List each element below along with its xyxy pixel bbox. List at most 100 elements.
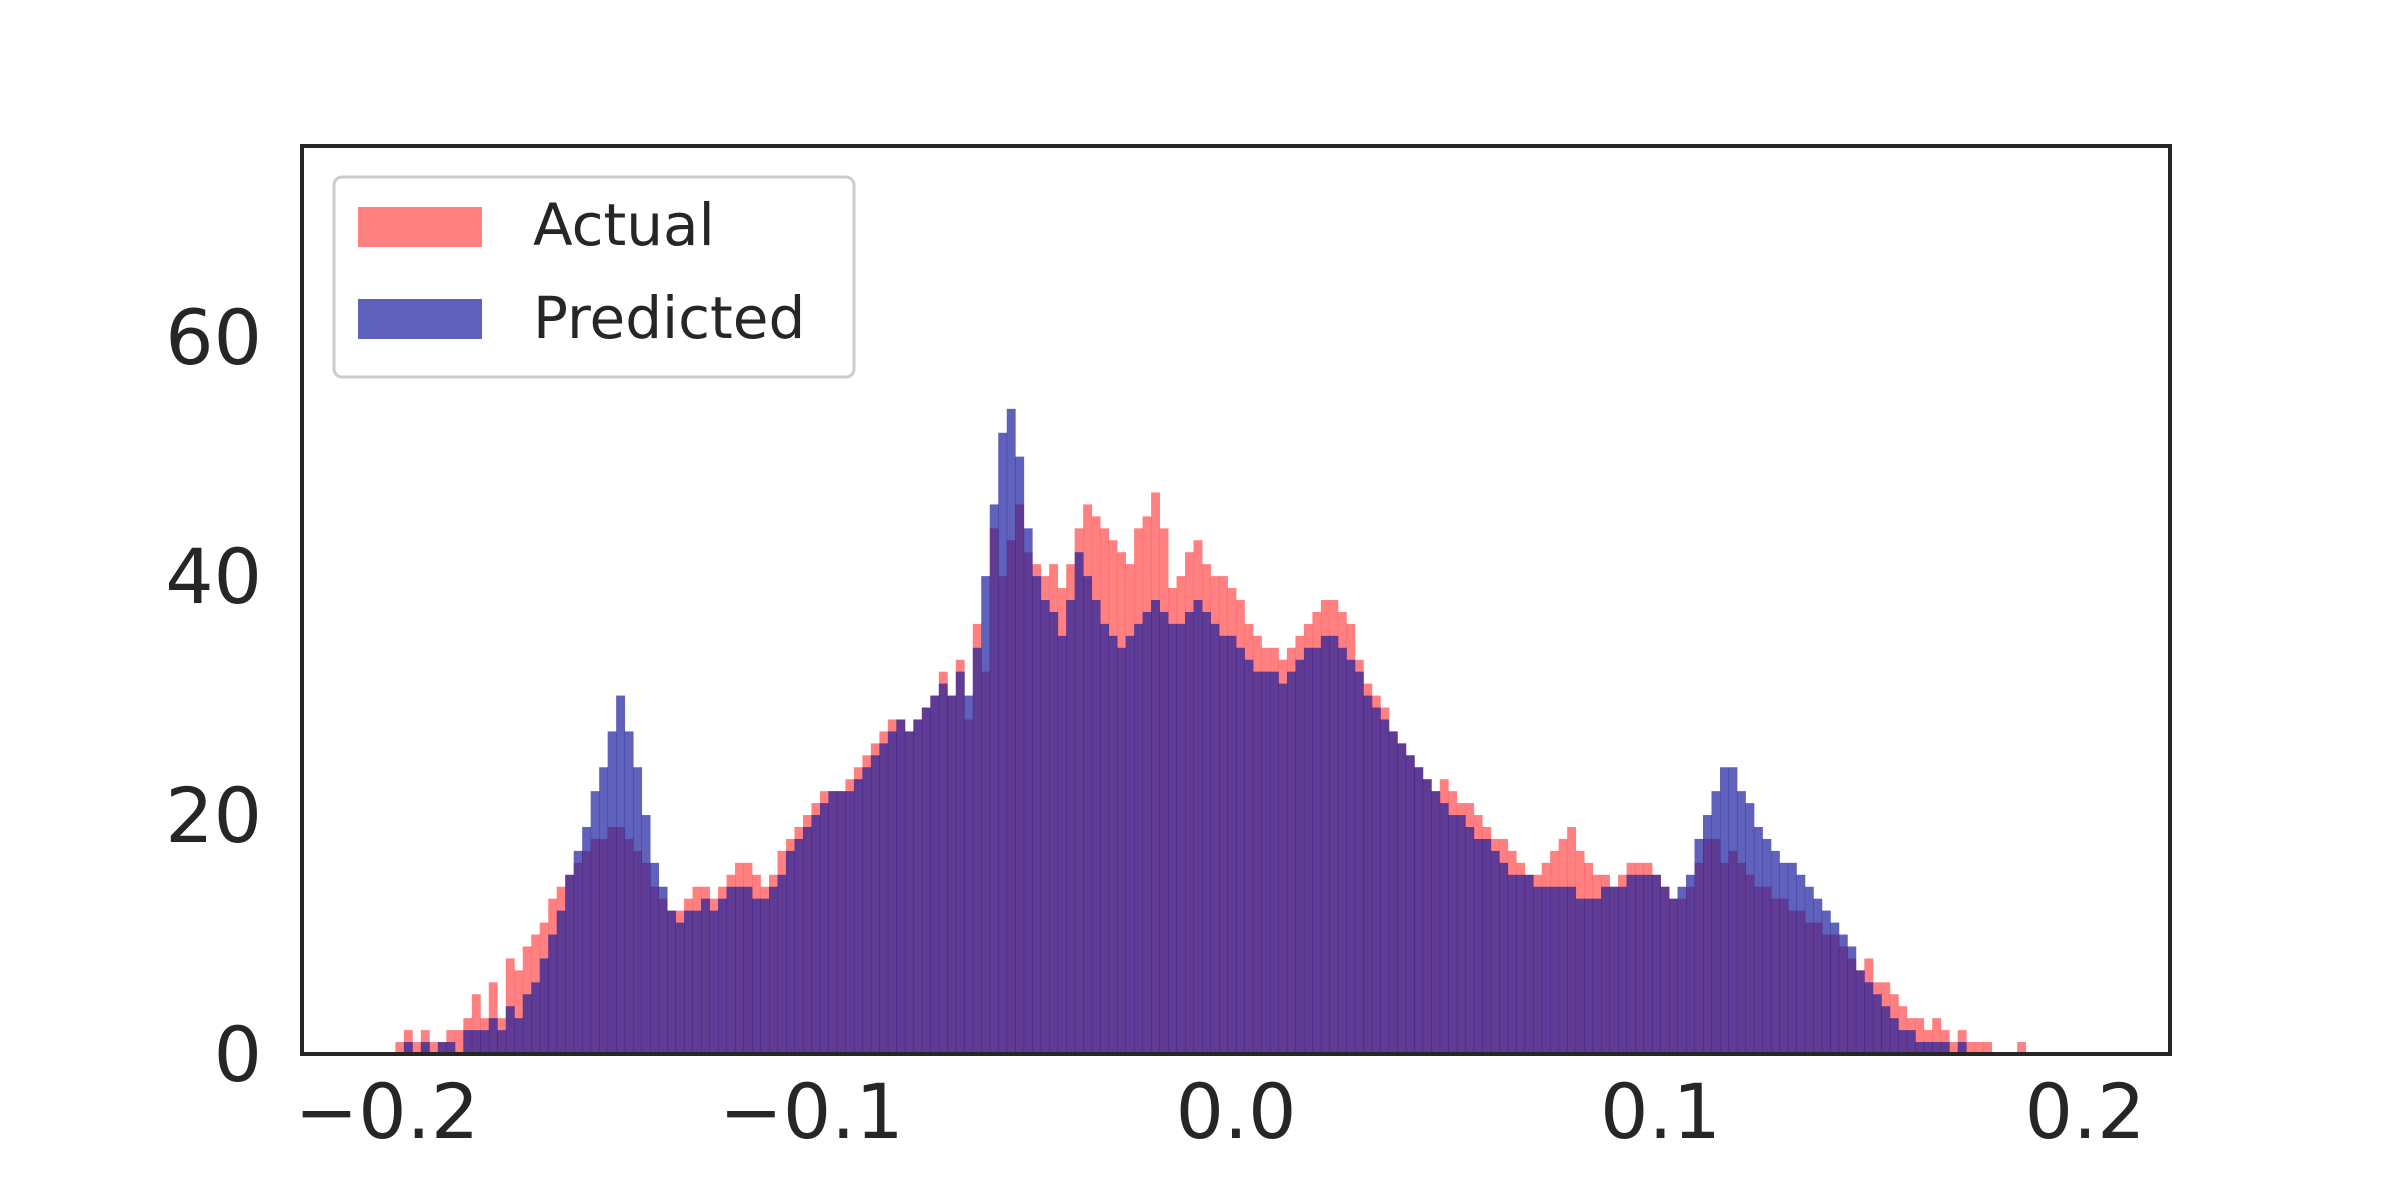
histogram-bar [1346,659,1356,1054]
histogram-bar [1949,1042,1959,1054]
histogram-bar [760,898,770,1054]
histogram-bar [1864,982,1874,1054]
x-axis-ticks: −0.2 −0.1 0.0 0.1 0.2 [295,1067,2146,1156]
histogram-bar [2017,1042,2027,1054]
histogram-bar [505,1006,515,1054]
histogram-bar [1244,659,1254,1054]
histogram-bar [1592,898,1602,1054]
histogram-bar [641,815,651,1054]
histogram-bar [1932,1042,1942,1054]
histogram-bar [735,886,744,1054]
histogram-bar [565,874,575,1054]
histogram-bar [1677,886,1687,1054]
histogram-bar [1354,671,1364,1054]
histogram-bar [1236,647,1245,1054]
histogram-bar [1915,1018,1925,1054]
histogram-bar [887,731,897,1054]
histogram-bar [1006,408,1016,1055]
histogram-bar [1618,886,1627,1054]
histogram-bar [1066,600,1076,1054]
histogram-bar [1320,635,1330,1054]
histogram-bar [1278,683,1288,1054]
histogram-bar [836,791,846,1054]
histogram-bar [446,1042,456,1054]
legend-label-actual: Actual [533,191,715,259]
histogram-bar [1142,611,1152,1054]
histogram-bar [599,767,609,1054]
histogram-bar [1151,600,1160,1054]
y-axis-ticks: 0 20 40 60 [165,293,262,1099]
histogram-bar [964,695,974,1054]
histogram-bar [1057,635,1067,1054]
histogram-bar [1210,623,1220,1054]
histogram-bar [539,958,549,1054]
histogram-bar [1686,874,1695,1054]
histogram-bar [989,504,999,1054]
histogram-bar [1915,1042,1925,1054]
histogram-bar [1295,659,1305,1054]
legend-swatch-actual [358,207,482,247]
histogram-bar [1286,671,1296,1054]
histogram-bar [1609,886,1619,1054]
histogram-bar [1626,874,1636,1054]
histogram-bar [1040,600,1050,1054]
histogram-bar [1176,623,1186,1054]
histogram-bar [1898,1006,1908,1054]
histogram-bar [947,695,957,1054]
histogram-bar [590,791,600,1054]
histogram-bar [582,827,592,1054]
histogram-bar [1830,922,1840,1054]
histogram-bar [1872,994,1882,1054]
histogram-bar [522,994,532,1054]
histogram-bar [471,994,481,1054]
histogram-bar [1032,576,1042,1054]
histogram-bar [1966,1042,1976,1054]
histogram-bar [1635,874,1644,1054]
histogram-bar [1821,910,1831,1054]
histogram-bar [463,1030,473,1054]
histogram-bar [1728,767,1738,1054]
histogram-bar [1465,827,1475,1054]
histogram-bar [1329,635,1339,1054]
histogram-bar [1940,1042,1950,1054]
histogram-bar [1168,623,1177,1054]
histogram-bar [1541,886,1551,1054]
histogram-bar [1193,600,1203,1054]
histogram-bar [752,898,761,1054]
histogram-bar [1490,850,1500,1054]
histogram-bar [1397,743,1407,1054]
histogram-bar [1252,671,1262,1054]
histogram-bar [1431,791,1441,1054]
histogram-bar [420,1042,430,1054]
y-tick-label: 0 [214,1010,262,1099]
histogram-bar [1779,862,1789,1054]
histogram-bar [1405,755,1415,1054]
histogram-bar [1202,611,1211,1054]
histogram-bar [998,432,1008,1054]
histogram-bar [1719,767,1729,1054]
histogram-bar [1015,456,1025,1054]
histogram-bar [904,731,914,1054]
histogram-bar [488,1018,498,1054]
histogram-bar [1558,886,1568,1054]
histogram-bar [1439,803,1449,1054]
x-tick-label: −0.2 [295,1067,480,1156]
histogram-bar [1371,707,1381,1054]
histogram-bar [471,1030,481,1054]
histogram-bar [828,791,838,1054]
histogram-bar [1091,600,1101,1054]
histogram-bar [1473,838,1483,1054]
histogram-bar [811,815,821,1054]
histogram-bar [1159,611,1169,1054]
histogram-bar [497,1030,507,1054]
histogram-bar [1711,791,1721,1054]
histogram-bar [1745,803,1755,1054]
plot-frame [300,144,2172,1056]
histogram-bar [1796,874,1806,1054]
histogram-bar [930,695,940,1054]
histogram-bar [1652,874,1661,1054]
histogram-bars [395,408,2027,1055]
histogram-bar [514,970,524,1054]
histogram-bar [437,1042,447,1054]
histogram-bar [1456,815,1466,1054]
